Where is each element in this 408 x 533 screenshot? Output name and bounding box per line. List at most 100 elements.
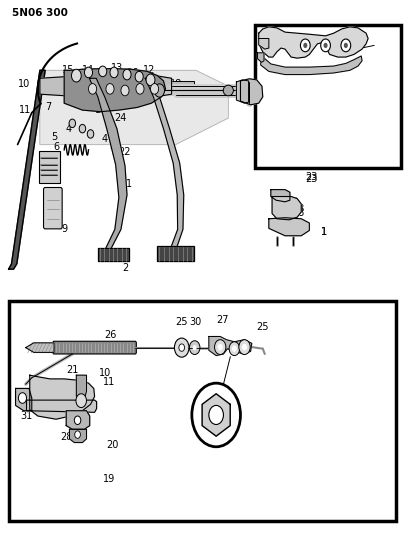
- FancyBboxPatch shape: [44, 188, 62, 229]
- Text: 11: 11: [103, 376, 115, 386]
- Circle shape: [121, 85, 129, 96]
- Circle shape: [87, 130, 94, 138]
- Polygon shape: [27, 400, 97, 413]
- Circle shape: [239, 340, 250, 354]
- Text: 15: 15: [62, 66, 74, 75]
- FancyBboxPatch shape: [9, 301, 397, 521]
- Circle shape: [71, 69, 81, 82]
- Circle shape: [341, 39, 351, 52]
- Circle shape: [146, 74, 155, 86]
- Circle shape: [75, 431, 80, 438]
- Circle shape: [344, 43, 348, 48]
- Text: 26: 26: [104, 330, 117, 341]
- Circle shape: [79, 124, 86, 133]
- Text: 21: 21: [66, 365, 78, 375]
- Text: 4: 4: [65, 124, 71, 134]
- Polygon shape: [40, 76, 172, 97]
- Polygon shape: [145, 78, 184, 251]
- Text: 19: 19: [103, 474, 115, 483]
- Text: 5: 5: [51, 132, 57, 142]
- Text: 22: 22: [119, 147, 131, 157]
- FancyBboxPatch shape: [53, 341, 136, 354]
- Circle shape: [76, 394, 86, 408]
- Circle shape: [74, 416, 81, 424]
- Polygon shape: [30, 375, 95, 419]
- Circle shape: [18, 393, 27, 403]
- Text: 4: 4: [102, 134, 108, 144]
- Text: 29: 29: [210, 411, 222, 421]
- Polygon shape: [157, 246, 194, 261]
- Polygon shape: [16, 389, 32, 411]
- Text: 1: 1: [126, 179, 132, 189]
- Text: 2: 2: [122, 263, 128, 272]
- Text: 32: 32: [374, 39, 386, 49]
- Circle shape: [232, 345, 237, 352]
- Text: 32: 32: [374, 39, 386, 49]
- FancyBboxPatch shape: [39, 151, 60, 183]
- FancyArrow shape: [40, 82, 194, 91]
- Polygon shape: [64, 69, 166, 112]
- Text: 18: 18: [48, 158, 60, 168]
- Text: 18: 18: [293, 208, 305, 219]
- Text: 8: 8: [55, 192, 61, 203]
- FancyBboxPatch shape: [255, 25, 401, 168]
- Circle shape: [84, 67, 93, 78]
- Circle shape: [123, 69, 131, 80]
- Polygon shape: [236, 80, 248, 103]
- Polygon shape: [76, 375, 86, 400]
- Circle shape: [321, 39, 330, 52]
- Ellipse shape: [223, 85, 233, 96]
- Circle shape: [300, 39, 310, 52]
- Polygon shape: [90, 78, 127, 251]
- Polygon shape: [40, 70, 228, 144]
- Polygon shape: [209, 336, 252, 356]
- Circle shape: [192, 383, 240, 447]
- Text: 14: 14: [82, 66, 95, 75]
- Text: 27: 27: [216, 314, 228, 325]
- Text: 6: 6: [53, 142, 59, 152]
- Polygon shape: [259, 38, 269, 49]
- Text: 23: 23: [305, 172, 317, 182]
- Text: 10: 10: [99, 368, 111, 377]
- Text: 16: 16: [127, 68, 139, 78]
- Ellipse shape: [154, 84, 164, 97]
- Text: 7: 7: [45, 102, 51, 112]
- Text: 9: 9: [61, 224, 67, 235]
- Circle shape: [89, 84, 97, 94]
- Circle shape: [193, 345, 197, 350]
- Circle shape: [217, 344, 223, 350]
- Circle shape: [209, 406, 224, 424]
- Text: 10: 10: [18, 78, 30, 88]
- Text: 25: 25: [257, 322, 269, 333]
- Text: 20: 20: [106, 440, 119, 450]
- Circle shape: [151, 84, 159, 94]
- Circle shape: [189, 341, 200, 354]
- Text: 18: 18: [293, 204, 305, 214]
- Polygon shape: [26, 343, 54, 352]
- Text: 25: 25: [175, 317, 188, 327]
- Circle shape: [179, 344, 184, 351]
- Text: 18: 18: [169, 78, 182, 88]
- Circle shape: [135, 71, 143, 82]
- Circle shape: [303, 43, 307, 48]
- Polygon shape: [272, 197, 301, 220]
- Text: 28: 28: [60, 432, 72, 442]
- Text: 1: 1: [320, 227, 326, 237]
- Circle shape: [324, 43, 328, 48]
- Circle shape: [99, 66, 107, 77]
- Text: 13: 13: [111, 63, 123, 72]
- Polygon shape: [66, 411, 90, 429]
- Text: 1: 1: [320, 227, 326, 237]
- Circle shape: [69, 119, 75, 127]
- Polygon shape: [202, 394, 230, 436]
- Polygon shape: [261, 56, 362, 75]
- Circle shape: [110, 67, 118, 78]
- Polygon shape: [9, 70, 45, 269]
- Polygon shape: [98, 248, 129, 261]
- Text: 24: 24: [115, 113, 127, 123]
- Circle shape: [229, 342, 239, 356]
- Circle shape: [174, 338, 189, 357]
- Text: 33: 33: [286, 197, 299, 207]
- Text: 33: 33: [287, 198, 299, 208]
- Polygon shape: [69, 429, 86, 442]
